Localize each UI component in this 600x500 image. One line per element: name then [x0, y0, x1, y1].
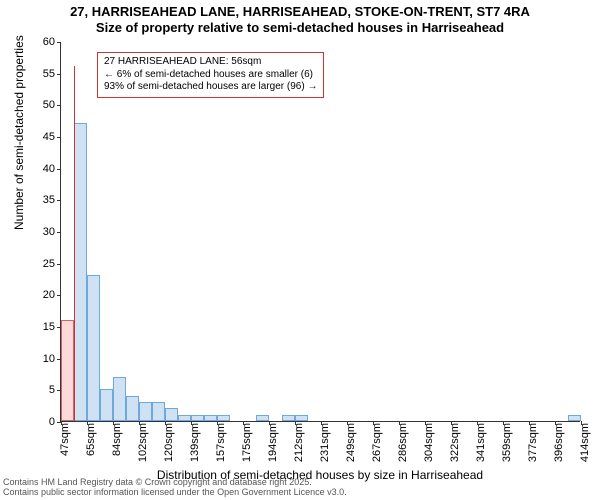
- x-tick-label: 414sqm: [579, 423, 591, 462]
- y-tick-label: 60: [27, 36, 55, 48]
- property-marker-line: [74, 66, 75, 421]
- histogram-bar: [204, 415, 217, 421]
- x-tick-label: 102sqm: [137, 423, 149, 462]
- footer-line2: Contains public sector information licen…: [3, 488, 347, 498]
- histogram-bar: [295, 415, 308, 421]
- x-tick-label: 359sqm: [501, 423, 513, 462]
- y-tick-label: 15: [27, 321, 55, 333]
- y-tick-label: 50: [27, 99, 55, 111]
- info-box-line: 27 HARRISEAHEAD LANE: 56sqm: [104, 56, 317, 69]
- y-tick-label: 35: [27, 194, 55, 206]
- histogram-bar: [282, 415, 295, 421]
- histogram-bar: [178, 415, 191, 421]
- x-tick-label: 212sqm: [293, 423, 305, 462]
- histogram-bar: [256, 415, 269, 421]
- histogram-bar: [217, 415, 230, 421]
- x-tick-label: 84sqm: [111, 423, 123, 456]
- y-tick-label: 55: [27, 68, 55, 80]
- y-tick-label: 20: [27, 289, 55, 301]
- x-tick-label: 286sqm: [397, 423, 409, 462]
- footer-attribution: Contains HM Land Registry data © Crown c…: [3, 478, 347, 498]
- chart-area: 05101520253035404550556047sqm65sqm84sqm1…: [60, 42, 580, 422]
- histogram-bar: [113, 377, 126, 421]
- x-tick-label: 157sqm: [215, 423, 227, 462]
- y-tick-label: 5: [27, 384, 55, 396]
- chart-title-line2: Size of property relative to semi-detach…: [0, 20, 600, 36]
- x-tick-label: 304sqm: [423, 423, 435, 462]
- histogram-bar: [165, 408, 178, 421]
- x-tick-label: 139sqm: [189, 423, 201, 462]
- x-tick-label: 120sqm: [163, 423, 175, 462]
- property-info-box: 27 HARRISEAHEAD LANE: 56sqm← 6% of semi-…: [97, 52, 324, 98]
- chart-plot: 05101520253035404550556047sqm65sqm84sqm1…: [60, 42, 580, 422]
- x-tick-label: 194sqm: [267, 423, 279, 462]
- histogram-bar: [568, 415, 581, 421]
- histogram-bar: [61, 320, 74, 421]
- x-tick-label: 377sqm: [527, 423, 539, 462]
- y-tick-label: 30: [27, 226, 55, 238]
- info-box-line: 93% of semi-detached houses are larger (…: [104, 81, 317, 94]
- histogram-bar: [152, 402, 165, 421]
- x-tick-label: 47sqm: [59, 423, 71, 456]
- x-tick-label: 322sqm: [449, 423, 461, 462]
- x-tick-label: 341sqm: [475, 423, 487, 462]
- histogram-bar: [74, 123, 87, 421]
- histogram-bar: [139, 402, 152, 421]
- histogram-bar: [87, 275, 100, 421]
- histogram-bar: [191, 415, 204, 421]
- y-tick-label: 45: [27, 131, 55, 143]
- y-tick-label: 0: [27, 416, 55, 428]
- y-axis-label: Number of semi-detached properties: [12, 35, 26, 230]
- chart-title-line1: 27, HARRISEAHEAD LANE, HARRISEAHEAD, STO…: [0, 4, 600, 20]
- info-box-line: ← 6% of semi-detached houses are smaller…: [104, 69, 317, 82]
- histogram-bar: [126, 396, 139, 421]
- histogram-bar: [100, 389, 113, 421]
- x-tick-label: 65sqm: [85, 423, 97, 456]
- x-tick-label: 267sqm: [371, 423, 383, 462]
- y-tick-label: 25: [27, 258, 55, 270]
- x-tick-label: 396sqm: [553, 423, 565, 462]
- x-tick-label: 175sqm: [241, 423, 253, 462]
- x-tick-label: 231sqm: [319, 423, 331, 462]
- x-tick-label: 249sqm: [345, 423, 357, 462]
- y-tick-label: 40: [27, 163, 55, 175]
- y-tick-label: 10: [27, 353, 55, 365]
